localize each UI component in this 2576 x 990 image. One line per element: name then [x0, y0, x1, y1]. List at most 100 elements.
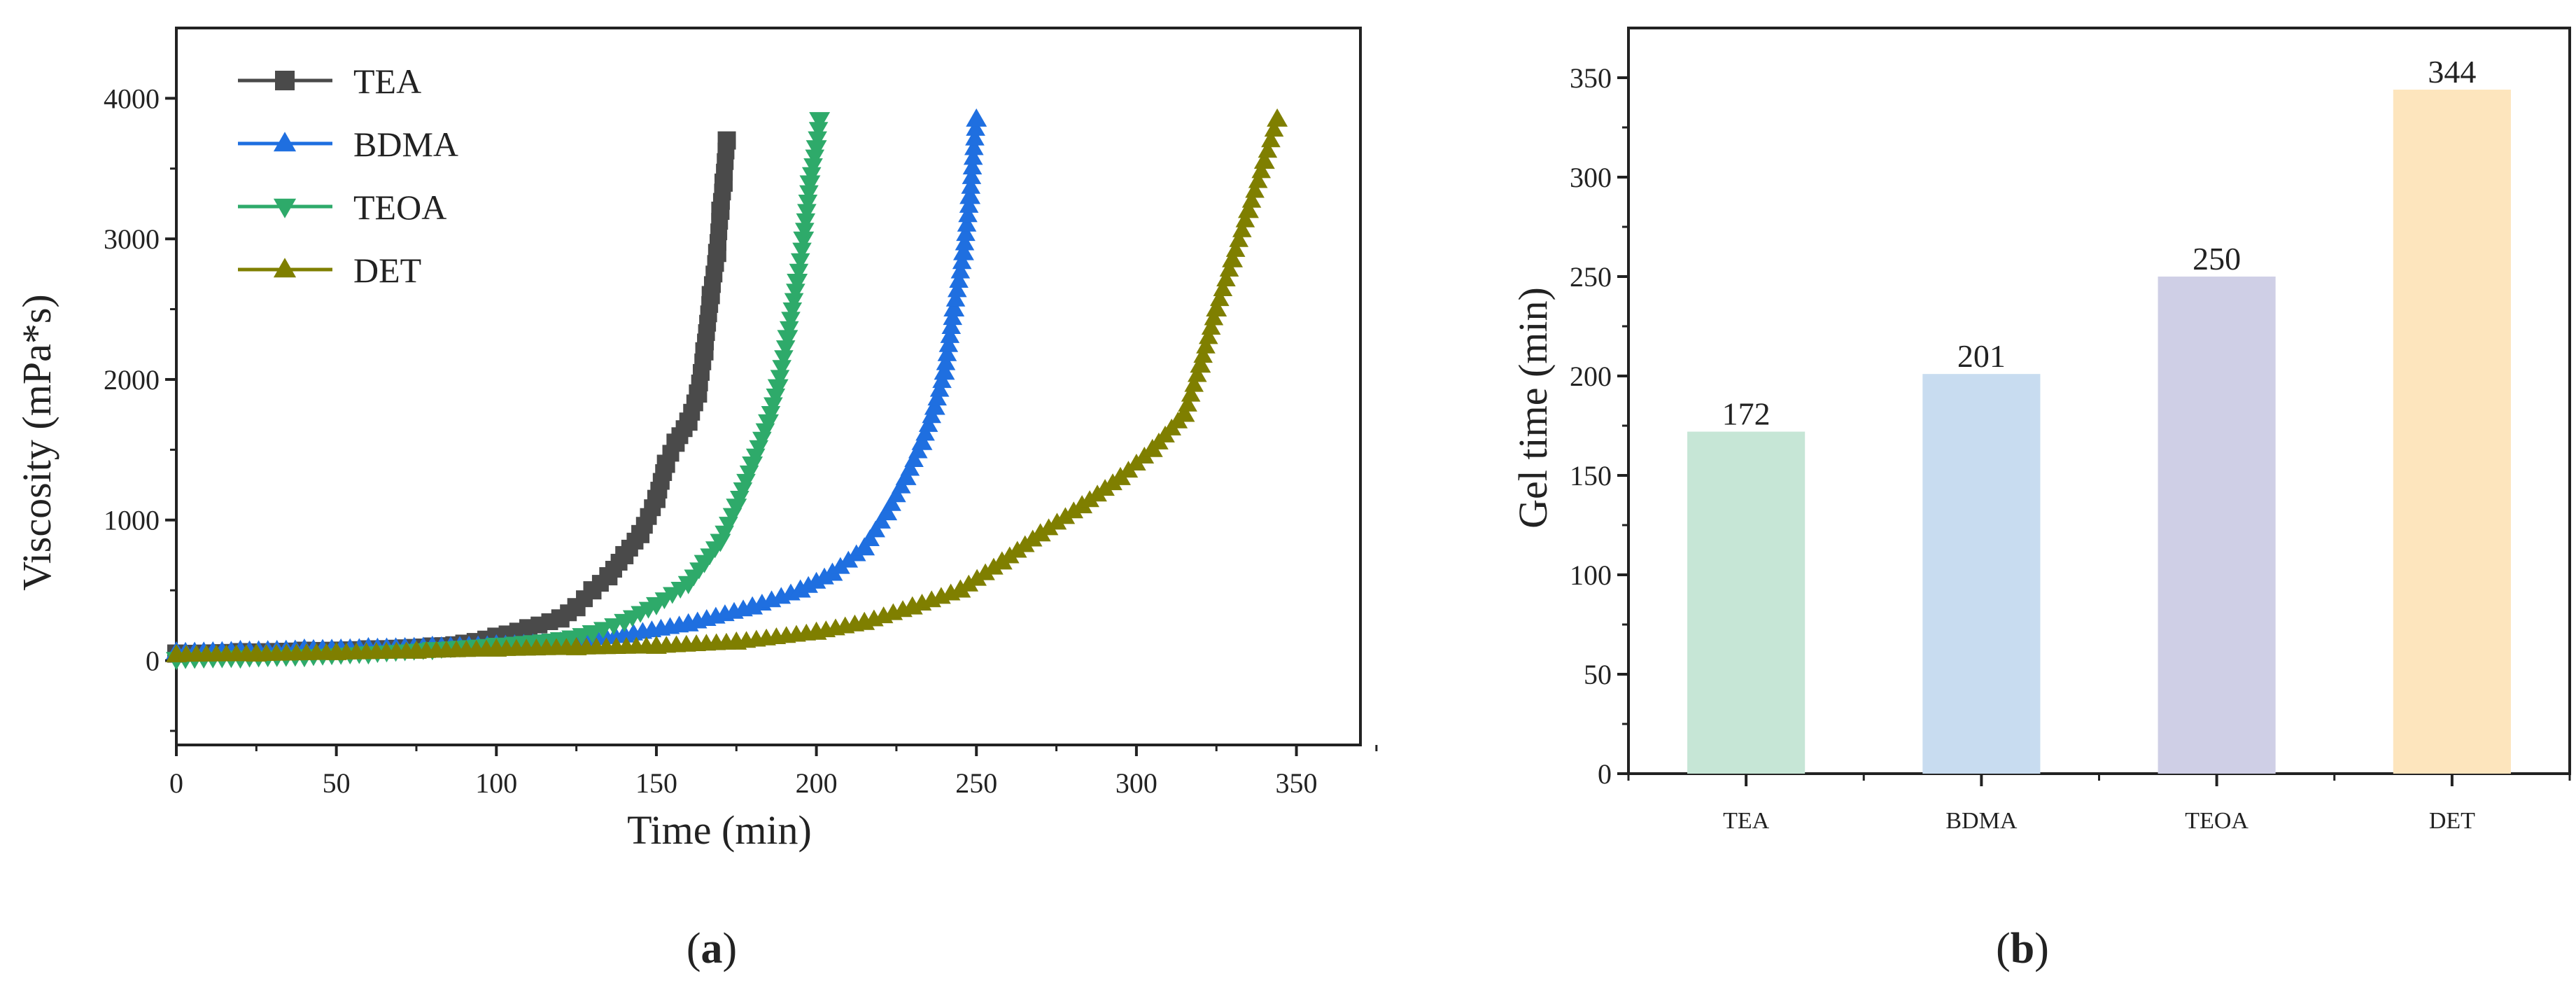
- data-point: [966, 108, 987, 127]
- gel-time-bar-chart: 0 50 100 150 200 250 300 350 Gel time (min) 172 TE…: [1510, 27, 2571, 834]
- x-tick-label: BDMA: [1945, 808, 2017, 834]
- legend-marker: [273, 198, 297, 218]
- data-point-dense: [1258, 141, 1278, 158]
- data-point-dense: [900, 459, 920, 476]
- data-point-dense: [1241, 190, 1262, 208]
- data-point-dense: [938, 335, 959, 352]
- x-tick-label: DET: [2429, 808, 2475, 834]
- data-point-dense: [959, 195, 979, 213]
- data-point: [1206, 298, 1227, 316]
- y-tick-label: 250: [1570, 261, 1612, 293]
- data-point-dense: [918, 414, 938, 432]
- y-tick-label: 200: [1570, 361, 1612, 392]
- bar-value-label: 172: [1722, 396, 1771, 432]
- data-point-dense: [959, 574, 979, 592]
- series-tea: [167, 131, 736, 663]
- y-axis-label: Viscosity (mPa*s): [14, 294, 59, 590]
- data-point: [717, 131, 736, 150]
- data-point-dense: [805, 149, 825, 167]
- data-point-dense: [956, 224, 976, 242]
- data-point: [924, 396, 945, 415]
- legend-label: DET: [353, 251, 421, 290]
- viscosity-line-chart: 0 50 100 150 200 250 300 350 0 1000 2000 3000 4000 Ti…: [14, 27, 1378, 853]
- y-tick-label: 50: [1584, 659, 1612, 690]
- data-point-dense: [796, 213, 816, 230]
- data-point-dense: [955, 233, 975, 251]
- legend-item: TEOA: [238, 188, 446, 227]
- data-point: [854, 537, 875, 556]
- data-point-dense: [952, 252, 972, 270]
- data-point-dense: [1264, 120, 1284, 137]
- data-point-dense: [604, 618, 624, 636]
- data-point-dense: [1225, 239, 1246, 257]
- data-point-dense: [937, 344, 957, 361]
- data-point-dense: [941, 316, 962, 334]
- y-tick-label: 100: [1570, 559, 1612, 591]
- data-point-dense: [966, 118, 985, 136]
- x-tick-label: 50: [323, 767, 351, 799]
- data-point-dense: [1178, 394, 1197, 412]
- data-point: [787, 274, 808, 293]
- data-point-dense: [1181, 384, 1201, 402]
- data-point-dense: [779, 321, 799, 338]
- data-point-dense: [1201, 317, 1221, 335]
- data-point-dense: [797, 204, 817, 221]
- data-point: [1267, 108, 1288, 127]
- data-point-dense: [887, 485, 906, 503]
- x-tick-label: TEOA: [2185, 808, 2248, 834]
- data-point-dense: [860, 529, 880, 546]
- data-point-dense: [936, 353, 956, 370]
- data-point: [1174, 403, 1195, 422]
- bar-value-label: 201: [1957, 338, 2006, 374]
- data-point-dense: [949, 271, 969, 288]
- y-tick-label: 0: [1598, 758, 1612, 790]
- legend-marker: [273, 132, 297, 152]
- data-point-dense: [927, 389, 948, 406]
- bar-teoa: [2158, 277, 2276, 774]
- data-point-dense: [1216, 270, 1236, 287]
- data-point: [799, 175, 821, 194]
- legend-item: DET: [238, 251, 421, 290]
- data-point: [1237, 200, 1259, 218]
- x-tick-label: 250: [955, 767, 997, 799]
- data-point-dense: [1184, 375, 1204, 392]
- data-point-dense: [803, 158, 823, 176]
- data-point-dense: [801, 167, 822, 184]
- data-point: [876, 502, 898, 521]
- data-point-dense: [882, 494, 901, 511]
- series-bdma: [166, 108, 987, 660]
- data-point-dense: [962, 158, 983, 175]
- data-point-dense: [866, 520, 885, 538]
- series-line: [176, 119, 978, 654]
- data-point-dense: [782, 302, 803, 319]
- data-point-dense: [763, 397, 783, 414]
- data-point: [943, 298, 965, 316]
- data-point-dense: [961, 176, 981, 194]
- legend-item: BDMA: [238, 125, 458, 164]
- data-point-dense: [1209, 289, 1230, 307]
- data-point-dense: [957, 214, 977, 232]
- data-point-dense: [772, 360, 792, 377]
- y-tick-label: 4000: [104, 83, 160, 114]
- data-point-dense: [943, 308, 963, 326]
- data-point-dense: [775, 340, 796, 358]
- y-tick-label: 3000: [104, 223, 160, 255]
- data-point-dense: [945, 289, 966, 307]
- data-point: [911, 431, 933, 450]
- data-point: [1190, 354, 1211, 373]
- data-point-dense: [1055, 507, 1076, 524]
- x-tick-label: 200: [796, 767, 838, 799]
- y-tick-label: 2000: [104, 364, 160, 396]
- data-point-dense: [976, 563, 995, 580]
- data-point: [895, 466, 917, 485]
- data-point-dense: [806, 571, 826, 589]
- data-point-dense: [1235, 210, 1255, 228]
- data-point-dense: [1187, 365, 1207, 382]
- data-point-dense: [929, 379, 950, 397]
- data-point-dense: [1047, 513, 1067, 530]
- panel-label-b: (b): [1996, 925, 2049, 972]
- data-point-dense: [1248, 171, 1268, 188]
- data-point-dense: [808, 131, 827, 148]
- data-point-dense: [958, 205, 978, 223]
- data-point-dense: [774, 350, 794, 368]
